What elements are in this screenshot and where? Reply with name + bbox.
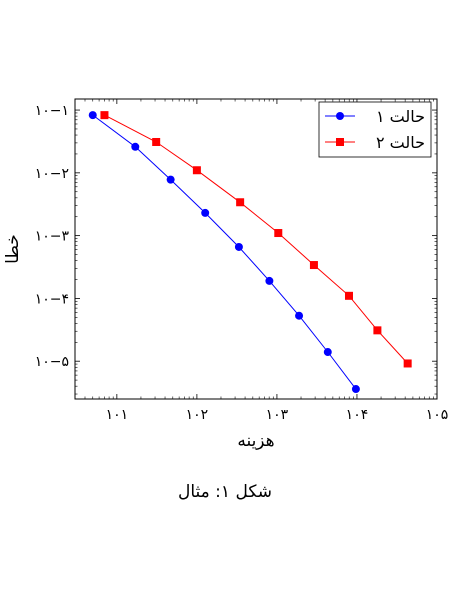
series-1-point	[323, 348, 332, 357]
figure-caption: شکل ۱: مثال	[178, 482, 272, 502]
series-1-point	[201, 208, 210, 217]
legend-label: حالت ۱	[376, 107, 425, 126]
series-2-point	[309, 261, 318, 270]
x-tick-label: ۱۰۵	[426, 407, 449, 423]
series-1-point	[351, 385, 360, 394]
axis-ticks: ۱۰۱ ۱۰۲ ۱۰۳ ۱۰۴ ۱۰۵ ۱۰−۱ ۱۰−۲ ۱۰−۳ ۱۰−۴ ۱۰−۵	[35, 99, 449, 423]
series-2-point	[344, 291, 353, 300]
x-tick-label: ۱۰۲	[186, 407, 209, 423]
series-1-point	[166, 175, 175, 184]
series-2-point	[152, 137, 161, 146]
x-tick-label: ۱۰۳	[266, 407, 289, 423]
legend-box	[318, 101, 432, 158]
y-tick-label: ۱۰−۴	[35, 291, 69, 307]
y-tick-label: ۱۰−۳	[35, 229, 70, 245]
series-markers	[88, 111, 412, 394]
series-2-point	[403, 359, 412, 368]
series-1-point	[88, 111, 97, 120]
series-2-point	[274, 229, 283, 238]
x-axis-label: هزینه	[237, 431, 274, 451]
y-tick-label: ۱۰−۲	[35, 166, 69, 182]
series-2-point	[373, 326, 382, 335]
legend-marker	[336, 138, 344, 146]
plot-area	[74, 98, 438, 400]
legend-marker	[336, 112, 344, 120]
series-1-point	[265, 276, 274, 285]
legend: حالت ۱ حالت ۲	[318, 101, 432, 158]
legend-label: حالت ۲	[376, 133, 425, 152]
x-tick-label: ۱۰۱	[106, 407, 129, 423]
series-1-point	[234, 242, 243, 251]
series-1-line	[92, 114, 357, 390]
y-axis-label: خطا	[3, 234, 23, 264]
series-1-point	[295, 311, 304, 320]
series-2-point	[100, 111, 109, 120]
series-1-point	[131, 142, 140, 151]
x-tick-label: ۱۰۴	[346, 407, 369, 423]
series-2-point	[236, 198, 245, 207]
y-tick-label: ۱۰−۱	[35, 103, 69, 119]
y-tick-label: ۱۰−۵	[35, 354, 69, 370]
series-2-point	[192, 166, 201, 175]
